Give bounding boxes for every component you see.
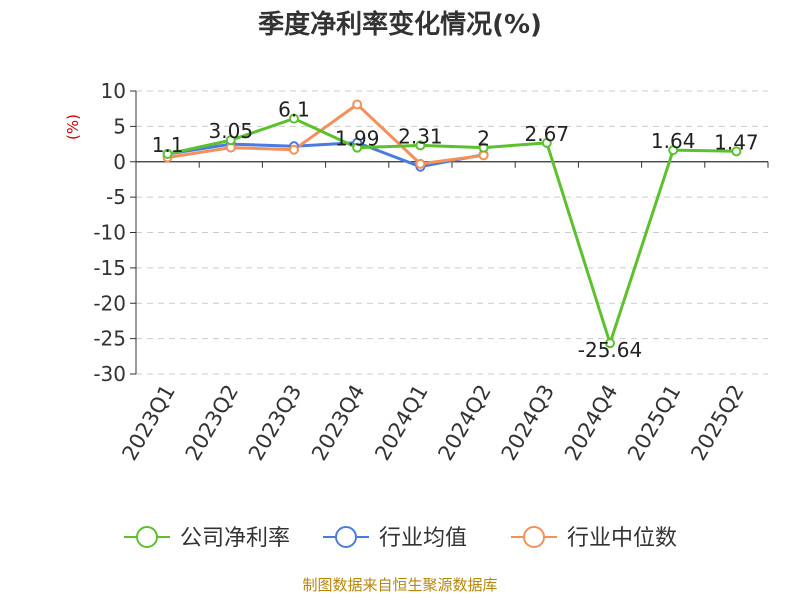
data-point [352,142,363,153]
data-point [162,148,173,159]
legend-label: 公司净利率 [180,526,290,551]
data-point [668,145,679,156]
data-label: 3.05 [209,119,254,143]
data-point [415,140,426,151]
x-tick-label: 2024Q2 [433,380,495,464]
data-label: -25.64 [578,338,642,362]
y-tick-label: -30 [93,362,126,386]
y-tick-label: -10 [93,221,126,245]
x-tick-label: 2023Q3 [244,381,306,465]
data-point [605,338,615,349]
series-lines [167,102,737,345]
series-line-2 [167,102,484,166]
y-tick-label: -5 [106,185,126,209]
chart-title: 季度净利率变化情况(%) [258,9,542,40]
x-tick-label: 2025Q2 [686,381,748,465]
data-label: 1.47 [714,130,759,154]
data-label: 2.31 [398,124,443,148]
x-tick-label: 2024Q4 [560,381,622,465]
y-tick-label: 5 [113,114,126,138]
source-note: 制图数据来自恒生聚源数据库 [302,576,497,594]
y-tick-label: -25 [93,327,126,351]
legend: 公司净利率 行业均值 行业中位数 [124,526,677,551]
data-label: 1.64 [651,129,696,153]
data-point [289,144,299,155]
y-tick-label: 10 [101,79,126,103]
legend-marker [136,526,158,548]
data-point [225,135,236,146]
data-point [352,99,363,110]
x-tick-label: 2024Q3 [497,381,559,465]
x-tick-label: 2023Q4 [307,381,369,465]
legend-label: 行业均值 [379,526,467,551]
series-line-1 [167,141,484,169]
grid-lines [130,90,768,375]
data-label: 1.99 [335,127,380,151]
x-tick-labels: 2023Q1 2023Q2 2023Q3 2023Q4 2024Q1 2024Q2 2024… [117,380,748,464]
data-point [289,113,299,124]
legend-marker [335,526,357,548]
data-labels: 1.1 3.05 6.1 1.99 2.31 2 2.67 -25.64 1.64 1.47 [152,98,759,363]
x-tick-label: 2023Q2 [181,381,243,465]
data-point [541,137,552,148]
x-tick-label: 2025Q1 [623,381,685,465]
data-label: 1.1 [152,133,184,157]
x-tick-label: 2024Q1 [370,381,432,465]
data-point [731,146,742,157]
y-tick-label: 0 [113,150,126,174]
data-label: 2.67 [525,122,570,146]
series-line-0 [167,117,737,345]
y-axis-label: (%) [64,114,82,140]
data-label: 2 [477,127,490,151]
y-tick-label: -15 [93,256,126,280]
data-point [478,142,489,153]
y-tick-labels: 10 5 0 -5 -10 -15 -20 -25 -30 [93,79,126,386]
x-tick-label: 2023Q1 [117,381,179,465]
y-tick-label: -20 [93,291,126,315]
data-point [415,158,426,169]
data-label: 6.1 [278,98,310,122]
legend-label: 行业中位数 [567,526,677,551]
legend-marker [523,526,545,548]
series-points [162,99,742,349]
